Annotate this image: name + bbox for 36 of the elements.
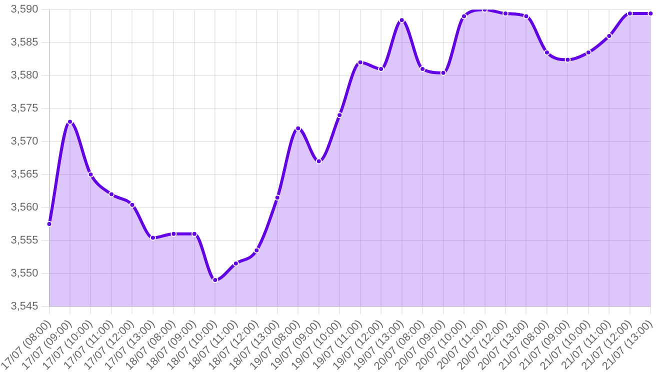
point [398, 17, 405, 24]
y-tick-label: 3,575 [10, 102, 38, 115]
point [150, 234, 156, 241]
point [357, 59, 364, 66]
point [129, 202, 136, 208]
y-tick-label: 3,590 [10, 4, 38, 16]
point [254, 247, 260, 254]
y-tick-label: 3,545 [10, 300, 38, 312]
point [420, 66, 426, 72]
y-tick-label: 3,565 [10, 168, 38, 181]
point [170, 230, 177, 237]
point [88, 171, 94, 178]
point [191, 230, 198, 237]
point [67, 118, 74, 125]
point [461, 13, 468, 20]
point [336, 112, 343, 118]
point [232, 260, 239, 267]
point [626, 10, 633, 17]
y-tick-label: 3,580 [10, 70, 38, 82]
point [378, 66, 384, 72]
point [316, 158, 322, 164]
point [295, 125, 302, 132]
y-tick-label: 3,585 [10, 36, 38, 49]
y-tick-label: 3,550 [10, 267, 38, 280]
point [212, 277, 218, 284]
point [523, 13, 530, 20]
point [606, 32, 612, 39]
y-tick-label: 3,570 [10, 136, 38, 148]
point [108, 191, 114, 198]
y-tick-label: 3,560 [10, 201, 38, 214]
point [544, 49, 550, 56]
point [502, 10, 508, 17]
y-tick-label: 3,555 [10, 234, 38, 246]
point [564, 56, 571, 63]
point [440, 70, 446, 76]
point [585, 49, 592, 56]
